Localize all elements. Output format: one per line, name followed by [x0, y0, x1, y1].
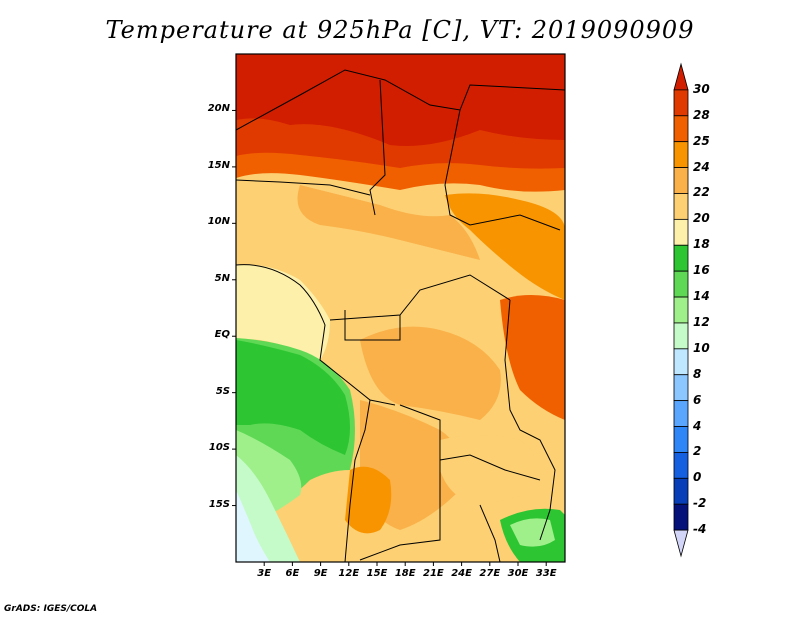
lon-tick-label: 9E: [313, 568, 328, 579]
colorbar-swatch: [673, 296, 689, 324]
colorbar-swatch: [673, 89, 689, 117]
country-borders: [236, 69, 565, 562]
colorbar-label: 14: [693, 289, 710, 304]
lat-tick-label: 5N: [214, 272, 230, 284]
colorbar-boxes: [673, 62, 689, 558]
colorbar-label: 8: [693, 366, 702, 381]
colorbar-swatch: [673, 167, 689, 194]
colorbar-swatch: [673, 503, 689, 531]
colorbar-label: 4: [693, 418, 702, 433]
lon-tick-label: 3E: [257, 568, 272, 579]
lon-tick-label: 30E: [507, 568, 529, 579]
colorbar-label: 30: [693, 81, 710, 96]
longitude-ticks: [263, 562, 547, 566]
colorbar-swatch: [673, 270, 689, 298]
lon-tick-label: 15E: [366, 568, 388, 579]
colorbar-swatch: [673, 141, 689, 168]
colorbar-label: 2: [693, 444, 702, 459]
colorbar-label: 28: [693, 107, 710, 122]
map-title: Temperature at 925hPa [C], VT: 201909090…: [105, 16, 695, 44]
colorbar-swatch: [673, 374, 689, 402]
colorbar-swatch: [673, 452, 689, 479]
lat-tick-label: 15S: [208, 498, 230, 510]
lat-tick-label: EQ: [214, 329, 230, 341]
colorbar-label: 6: [693, 392, 702, 407]
colorbar-label: -4: [693, 522, 707, 537]
colorbar-label: 0: [693, 470, 702, 485]
lat-tick-label: 10N: [207, 216, 230, 228]
colorbar-label: 25: [693, 133, 710, 148]
colorbar-swatch: [673, 244, 689, 272]
colorbar-swatch: [673, 477, 689, 505]
colorbar-label: 20: [693, 211, 710, 226]
colorbar-swatch: [673, 529, 689, 558]
colorbar-swatch: [673, 62, 689, 91]
colorbar-label: 10: [693, 340, 710, 355]
temperature-field: [236, 54, 565, 562]
grads-credit: GrADS: IGES/COLA: [4, 604, 98, 614]
lat-tick-label: 10S: [208, 442, 230, 454]
colorbar-swatch: [673, 400, 689, 427]
colorbar-swatch: [673, 193, 689, 220]
lon-tick-label: 27E: [479, 568, 501, 579]
colorbar-swatch: [673, 115, 689, 143]
colorbar-swatch: [673, 218, 689, 246]
lon-tick-label: 21E: [423, 568, 444, 579]
colorbar-swatch: [673, 322, 689, 350]
lon-tick-label: 18E: [394, 568, 416, 579]
lon-tick-label: 24E: [451, 568, 472, 579]
colorbar-swatch: [673, 426, 689, 453]
map-frame: [235, 53, 566, 563]
lon-tick-label: 33E: [535, 568, 557, 579]
colorbar-label: 16: [693, 263, 710, 278]
latitude-ticks: [232, 109, 236, 507]
lat-tick-label: 5S: [215, 385, 230, 397]
lat-tick-label: 15N: [207, 159, 230, 171]
colorbar-label: 24: [693, 159, 710, 174]
lon-tick-label: 6E: [285, 568, 300, 579]
lon-tick-label: 12E: [338, 568, 360, 579]
colorbar-label: 12: [693, 314, 710, 329]
colorbar-swatch: [673, 348, 689, 376]
colorbar-label: 18: [693, 237, 710, 252]
colorbar-label: 22: [693, 185, 710, 200]
lat-tick-label: 20N: [207, 103, 230, 115]
colorbar-label: -2: [693, 496, 707, 511]
